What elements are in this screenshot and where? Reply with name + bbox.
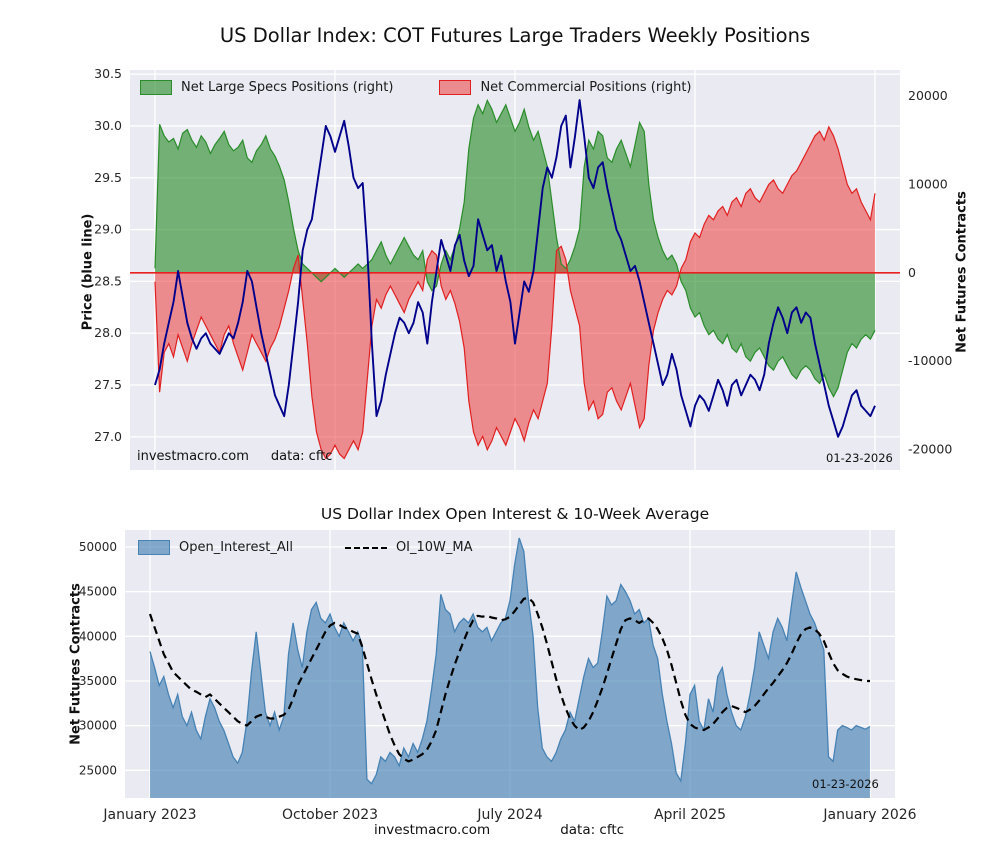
open-interest-legend-label: Open_Interest_All [179, 540, 293, 555]
chart2-title: US Dollar Index Open Interest & 10-Week … [320, 505, 710, 523]
specs-legend-label: Net Large Specs Positions (right) [181, 80, 394, 95]
tick-label: 45000 [79, 585, 117, 599]
tick-label: January 2026 [822, 807, 916, 823]
chart1-title: US Dollar Index: COT Futures Large Trade… [219, 24, 811, 47]
tick-label: 28.0 [94, 325, 122, 340]
tick-label: 28.5 [94, 273, 122, 288]
legend-item-specs: Net Large Specs Positions (right) [140, 80, 393, 95]
tick-label: -10000 [908, 353, 952, 368]
specs-legend-patch [140, 80, 172, 95]
chart1-data-text: data: cftc [270, 449, 333, 464]
chart2-date-label: 01-23-2026 [812, 777, 879, 791]
tick-label: October 2023 [282, 807, 378, 823]
tick-label: January 2023 [102, 807, 196, 823]
tick-label: 29.0 [94, 222, 122, 237]
commercials-legend-patch [439, 80, 472, 95]
tick-label: 0 [908, 265, 916, 280]
oi-ma-legend-label: OI_10W_MA [395, 540, 473, 555]
tick-label: 30.0 [94, 118, 122, 133]
chart1-source-text: investmacro.com [137, 449, 249, 464]
legend-item-oi-ma: OI_10W_MA [344, 540, 473, 555]
tick-label: 30000 [79, 719, 117, 733]
chart1-legend: Net Large Specs Positions (right) Net Co… [140, 80, 691, 95]
tick-label: 10000 [908, 176, 948, 191]
footer-data-text: data: cftc [560, 822, 625, 838]
commercials-legend-label: Net Commercial Positions (right) [480, 80, 692, 95]
tick-label: 29.5 [94, 170, 122, 185]
legend-item-commercials: Net Commercial Positions (right) [439, 80, 691, 95]
tick-label: 27.0 [94, 429, 122, 444]
chart2-legend: Open_Interest_All OI_10W_MA [138, 540, 473, 555]
figure-footer: investmacro.com data: cftc [374, 822, 624, 838]
tick-label: -20000 [908, 442, 952, 457]
oi-ma-legend-dash [344, 546, 387, 549]
tick-label: 20000 [908, 88, 948, 103]
legend-item-open-interest: Open_Interest_All [138, 540, 293, 555]
chart2-ylabel-left: Net Futures Contracts [68, 583, 84, 745]
tick-label: 27.5 [94, 377, 122, 392]
chart1-ylabel-right: Net Futures Contracts [954, 191, 970, 353]
chart1-date-label: 01-23-2026 [826, 451, 893, 465]
tick-label: 50000 [79, 540, 117, 554]
open-interest-legend-patch [138, 540, 170, 555]
tick-label: April 2025 [654, 807, 726, 823]
chart1-ylabel-left: Price (blue line) [80, 213, 96, 331]
footer-source-text: investmacro.com [374, 822, 491, 838]
tick-label: 35000 [79, 674, 117, 688]
tick-label: 40000 [79, 629, 117, 643]
chart1-source-note: investmacro.com data: cftc [137, 449, 332, 464]
tick-label: 25000 [79, 763, 117, 777]
tick-label: July 2024 [476, 807, 542, 823]
tick-label: 30.5 [94, 66, 122, 81]
